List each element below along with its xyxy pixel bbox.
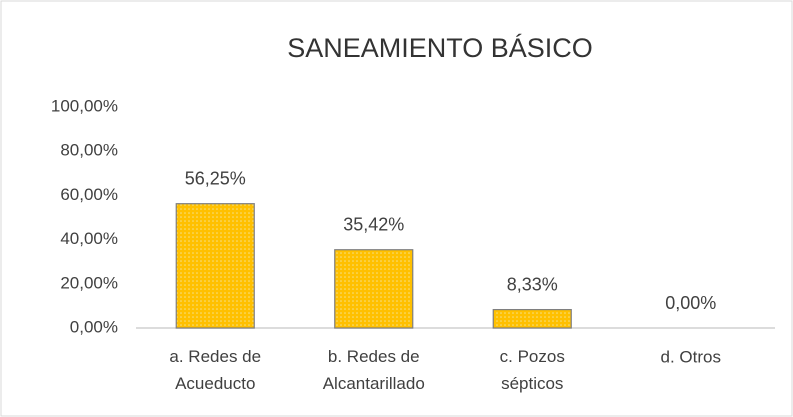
value-label: 56,25% (185, 168, 246, 188)
x-tick-label: d. Otros (661, 347, 721, 366)
bar (175, 203, 255, 329)
bar (334, 249, 414, 329)
x-tick-label: c. Pozos sépticos (500, 347, 565, 393)
bar (492, 308, 572, 329)
y-tick-label: 100,00% (51, 96, 118, 115)
y-tick-label: 0,00% (70, 317, 118, 336)
y-tick-label: 20,00% (60, 273, 118, 292)
value-label: 35,42% (343, 214, 404, 234)
y-tick-label: 40,00% (60, 229, 118, 248)
value-label: 0,00% (665, 293, 716, 313)
y-tick-label: 80,00% (60, 141, 118, 160)
value-label: 8,33% (507, 274, 558, 294)
x-tick-label: a. Redes de Acueducto (169, 347, 261, 393)
x-tick-label: b. Redes de Alcantarillado (323, 347, 425, 393)
chart-title: SANEAMIENTO BÁSICO (287, 33, 593, 63)
y-tick-label: 60,00% (60, 185, 118, 204)
